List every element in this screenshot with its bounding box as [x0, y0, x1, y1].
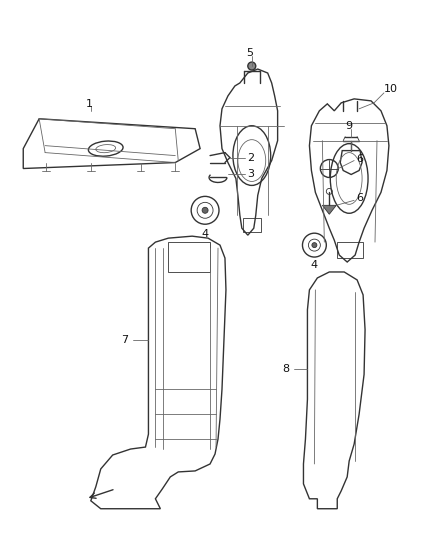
- Text: 1: 1: [85, 99, 92, 109]
- Text: 9: 9: [346, 121, 353, 131]
- Text: 10: 10: [384, 84, 398, 94]
- Text: 3: 3: [247, 169, 254, 180]
- Text: 5: 5: [246, 48, 253, 58]
- Circle shape: [202, 207, 208, 213]
- Text: 8: 8: [283, 365, 290, 375]
- Circle shape: [248, 62, 256, 70]
- Polygon shape: [322, 205, 336, 214]
- Text: 4: 4: [201, 229, 208, 239]
- Text: 2: 2: [247, 152, 254, 163]
- Bar: [243, 218, 261, 232]
- Text: 7: 7: [121, 335, 129, 345]
- Bar: [168, 242, 210, 272]
- Bar: [337, 242, 363, 258]
- Text: 6: 6: [356, 193, 363, 204]
- Circle shape: [312, 243, 317, 248]
- Text: 4: 4: [311, 260, 318, 270]
- Text: 6: 6: [356, 154, 363, 164]
